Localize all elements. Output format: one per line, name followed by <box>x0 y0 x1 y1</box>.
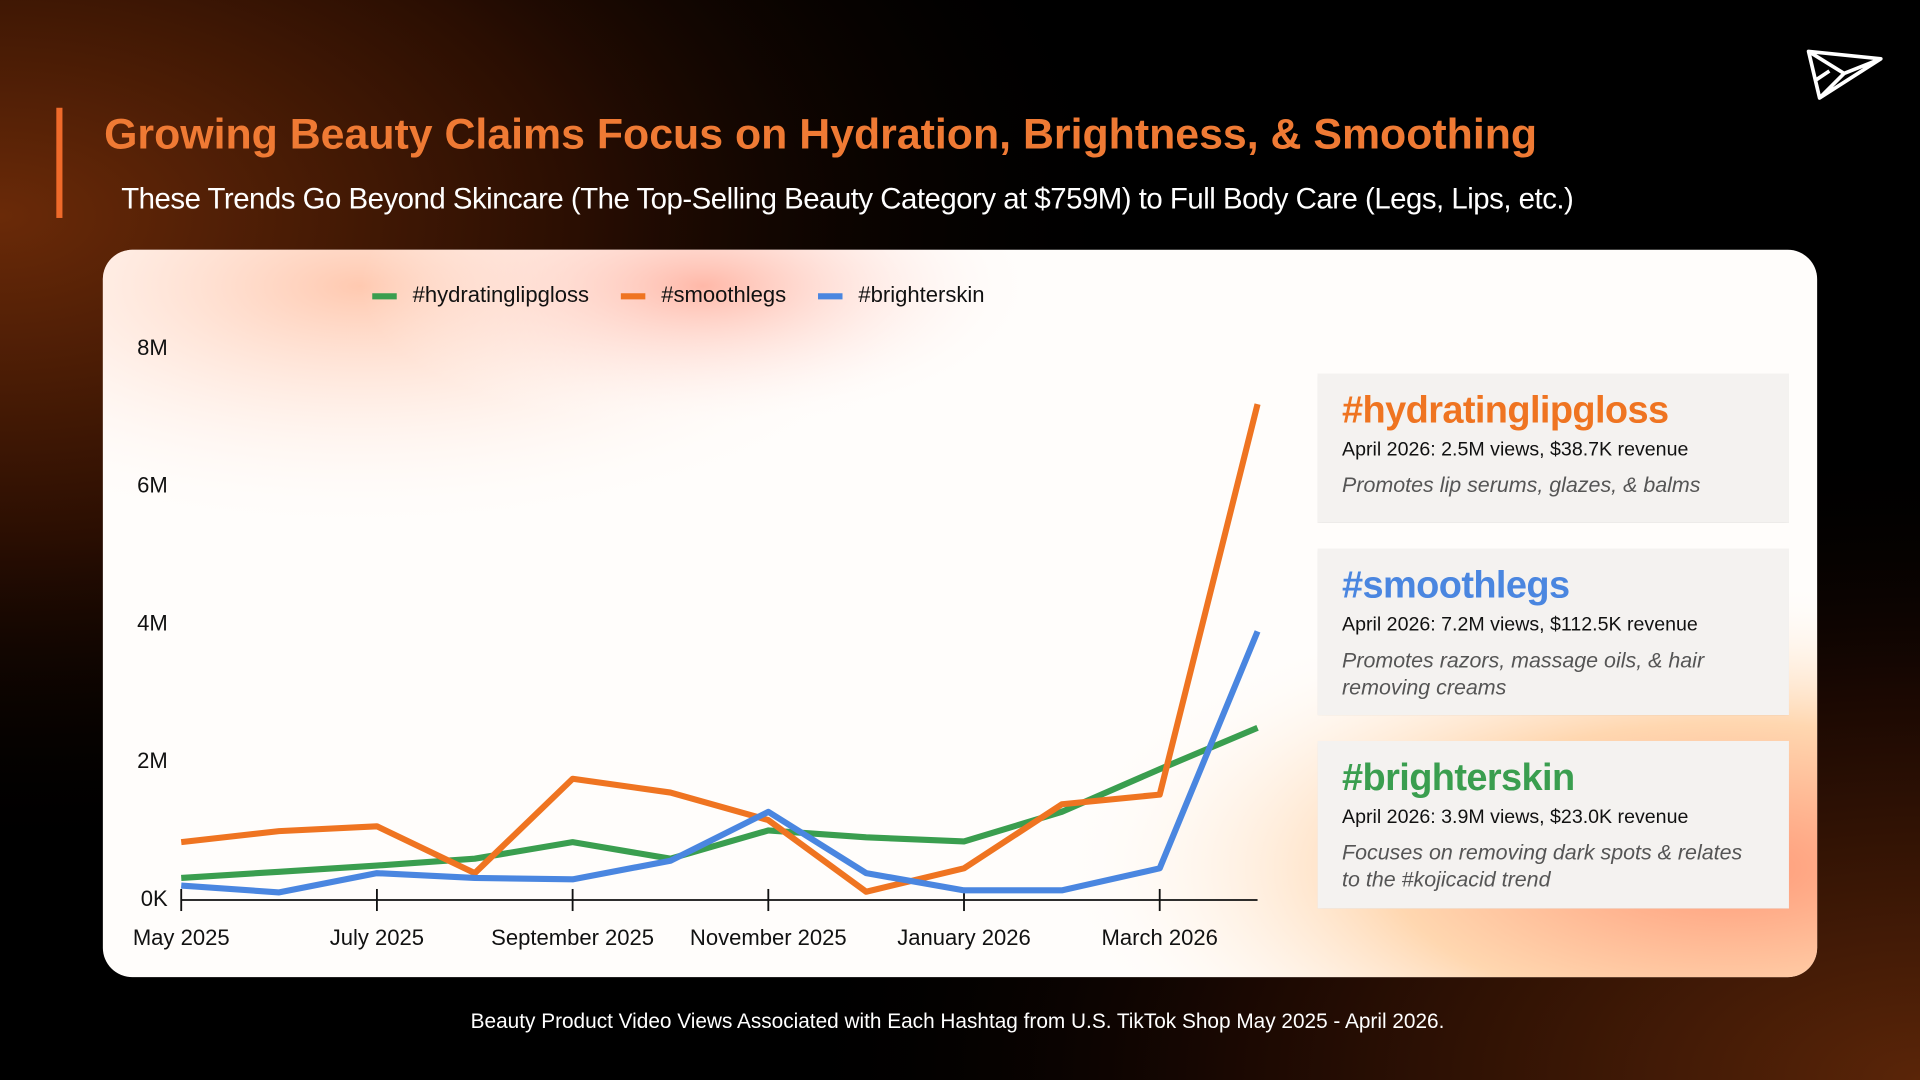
callout: #brighterskin April 2026: 3.9M views, $23… <box>1317 740 1789 909</box>
callout-card: #brighterskin April 2026: 3.9M views, $23… <box>1317 740 1789 909</box>
subtitle: These Trends Go Beyond Skincare (The Top… <box>121 183 1573 216</box>
series-line <box>181 630 1261 896</box>
x-tick-label: September 2025 <box>491 925 654 950</box>
logo <box>1806 49 1883 100</box>
legend-label: #hydratinglipgloss <box>413 282 589 307</box>
callout-title: #hydratinglipgloss <box>1342 388 1669 432</box>
x-tick-label: March 2026 <box>1102 925 1218 950</box>
x-tick-label: May 2025 <box>133 925 230 950</box>
callout: #smoothlegs April 2026: 7.2M views, $112.… <box>1317 548 1789 716</box>
y-tick-label: 6M <box>137 473 168 498</box>
y-tick-label: 8M <box>137 335 168 360</box>
y-tick-label: 4M <box>137 610 168 635</box>
callout-title: #smoothlegs <box>1342 563 1570 607</box>
legend-label: #brighterskin <box>858 282 984 307</box>
y-tick-label: 0K <box>141 886 168 911</box>
callout-description: Promotes lip serums, glazes, & balms <box>1342 472 1701 498</box>
callout-title: #brighterskin <box>1342 755 1575 799</box>
callout-stats: April 2026: 2.5M views, $38.7K revenue <box>1342 439 1689 461</box>
accent-bar <box>56 107 63 218</box>
title: Growing Beauty Claims Focus on Hydration… <box>104 110 1537 158</box>
y-tick-label: 2M <box>137 748 168 773</box>
callout-card: #smoothlegs April 2026: 7.2M views, $112.… <box>1317 548 1789 716</box>
callout: #hydratinglipgloss April 2026: 2.5M views… <box>1317 373 1789 523</box>
plot: 0K 2M 4M 6M 8M May 2025 July 2025 September 202… <box>133 335 1261 950</box>
callout-stats: April 2026: 7.2M views, $112.5K revenue <box>1342 614 1698 636</box>
footnote: Beauty Product Video Views Associated wi… <box>471 1010 1445 1033</box>
callout-card: #hydratinglipgloss April 2026: 2.5M views… <box>1317 373 1789 523</box>
x-tick-label: January 2026 <box>897 925 1031 950</box>
legend-label: #smoothlegs <box>661 282 786 307</box>
callout-description: Focuses on removing dark spots & relates… <box>1342 840 1743 892</box>
x-tick-label: November 2025 <box>690 925 847 950</box>
x-tick-label: July 2025 <box>330 925 424 950</box>
series-line <box>180 403 1261 895</box>
callout-description: Promotes razors, massage oils, & hair re… <box>1342 647 1705 700</box>
legend: #hydratinglipgloss #smoothlegs #brightersk… <box>372 282 985 307</box>
callout-stats: April 2026: 3.9M views, $23.0K revenue <box>1342 806 1689 828</box>
